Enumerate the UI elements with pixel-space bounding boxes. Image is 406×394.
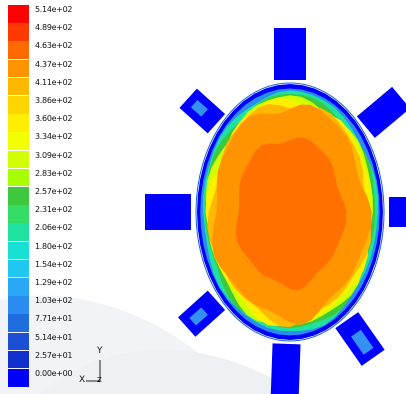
rib-fin-body <box>270 343 301 394</box>
colorbar-tick-label: 7.71e+01 <box>35 314 73 324</box>
colorbar-tick-label: 2.31e+02 <box>35 205 73 215</box>
colorbar-swatch <box>8 332 29 351</box>
colorbar-tick-label: 1.29e+02 <box>35 278 73 287</box>
rib-fin <box>356 86 406 138</box>
rib-fin-body <box>274 28 306 80</box>
rib-fin <box>389 197 406 227</box>
colorbar-swatch <box>8 314 29 333</box>
colorbar-swatch <box>8 96 29 114</box>
colorbar-swatch <box>8 59 29 78</box>
colorbar-tick-label: 1.03e+02 <box>35 296 73 306</box>
colorbar-swatch <box>8 132 29 151</box>
colorbar-tick-label: 4.37e+02 <box>35 59 73 69</box>
axis-y-label: Y <box>97 346 103 356</box>
colorbar-swatch <box>8 77 29 96</box>
colorbar-swatch <box>8 369 29 387</box>
colorbar-tick-label: 0.00e+00 <box>35 369 73 378</box>
rib-fin-body <box>145 194 191 230</box>
colorbar-swatch <box>8 241 29 260</box>
colorbar-tick-label: 4.11e+02 <box>35 77 73 87</box>
colorbar-swatch <box>8 223 29 242</box>
colorbar-tick-label: 2.57e+02 <box>35 187 73 196</box>
rib-fin <box>179 88 226 134</box>
colorbar-swatch <box>8 187 29 205</box>
colorbar-swatch <box>8 41 29 60</box>
colorbar-swatch <box>8 278 29 296</box>
contour-core-hot <box>235 137 347 291</box>
rib-fin <box>270 343 301 394</box>
colorbar-tick-label: 2.06e+02 <box>35 223 73 233</box>
colorbar-swatch <box>8 350 29 369</box>
axis-z-label: Z <box>97 376 102 384</box>
colorbar-tick-label: 3.34e+02 <box>35 132 73 142</box>
colorbar-swatch <box>8 168 29 187</box>
rib-fin-body <box>356 86 406 138</box>
colorbar-tick-label: 3.60e+02 <box>35 114 73 124</box>
colorbar-tick-label: 1.54e+02 <box>35 259 73 269</box>
rib-fin-body <box>389 197 406 227</box>
colorbar-tick-label: 2.57e+01 <box>35 350 73 360</box>
colorbar-swatch <box>8 259 29 278</box>
rib-fin <box>178 290 226 337</box>
rib-fin <box>335 312 385 366</box>
rib-fin-core <box>351 329 374 355</box>
colorbar-swatch <box>8 23 29 41</box>
colorbar-tick-label: 3.86e+02 <box>35 96 73 105</box>
colorbar-swatch <box>8 5 29 23</box>
colorbar-swatch <box>8 150 29 169</box>
rib-fin <box>145 194 191 230</box>
domain-boundary <box>195 82 385 342</box>
colorbar-tick-label: 3.09e+02 <box>35 150 73 160</box>
colorbar-swatch <box>8 114 29 132</box>
rib-fin-core <box>190 99 208 117</box>
colorbar-tick-label: 4.63e+02 <box>35 41 73 51</box>
rib-fin-core <box>189 307 208 326</box>
colorbar-tick-label: 1.80e+02 <box>35 241 73 251</box>
colorbar-swatch <box>8 205 29 223</box>
colorbar-swatch <box>8 296 29 314</box>
colorbar-tick-label: 4.89e+02 <box>35 23 73 33</box>
axis-x-label: X <box>79 375 86 385</box>
colorbar-tick-label: 2.83e+02 <box>35 168 73 178</box>
rib-fin <box>274 28 306 80</box>
colorbar-tick-label: 5.14e+02 <box>35 5 73 14</box>
colorbar-legend: 5.14e+02 4.89e+02 4.63e+02 4.37e+02 4.11e+02… <box>0 0 110 394</box>
colorbar-tick-label: 5.14e+01 <box>35 332 73 342</box>
